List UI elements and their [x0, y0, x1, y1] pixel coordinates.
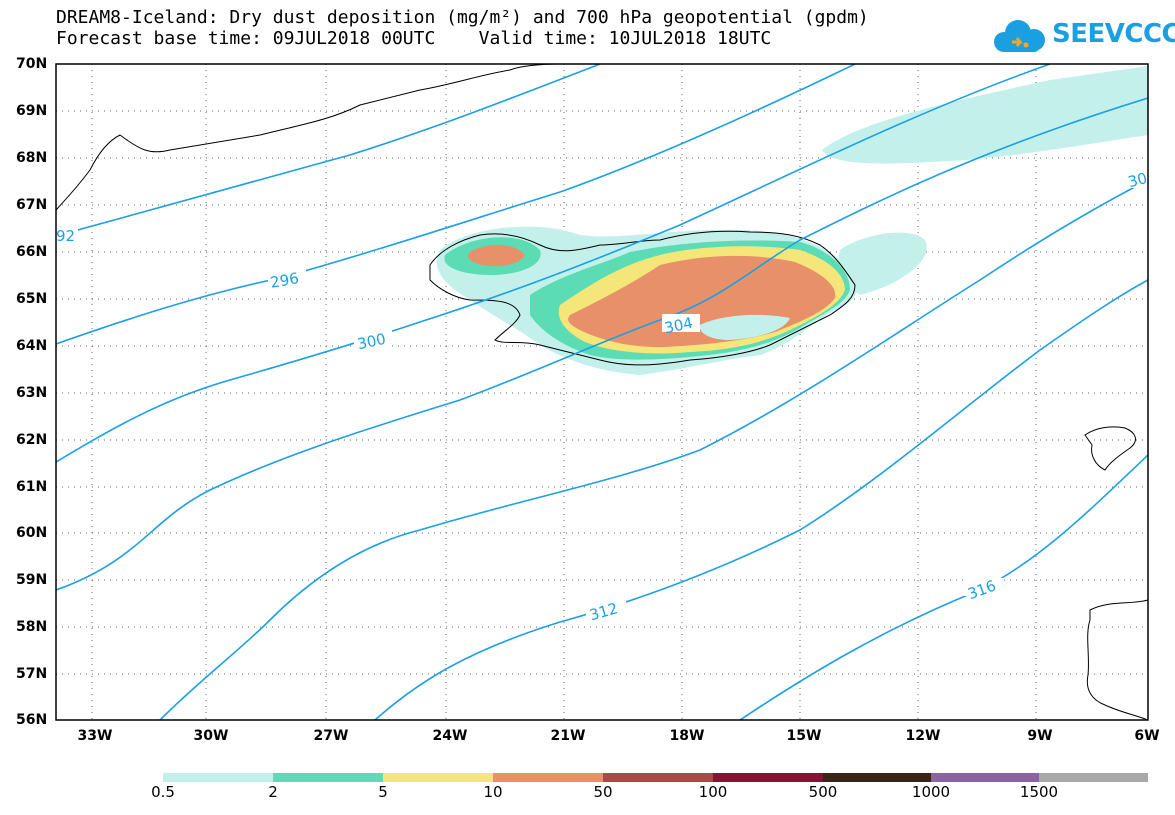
- lat-label: 58N: [16, 619, 48, 635]
- contour-316: [739, 454, 1148, 720]
- lon-label: 33W: [77, 728, 113, 744]
- lon-label: 15W: [786, 728, 822, 744]
- iceland-coast: [429, 230, 856, 366]
- contour-292: [56, 64, 601, 237]
- lat-label: 69N: [16, 103, 48, 119]
- colorbar-label: 50: [593, 783, 613, 801]
- lat-label: 59N: [16, 572, 48, 588]
- lat-label: 57N: [16, 666, 48, 682]
- contour-label-292: 92: [56, 227, 75, 245]
- lat-label: 62N: [16, 432, 48, 448]
- scotland-coast: [1086, 599, 1148, 720]
- colorbar-label: 10: [483, 783, 503, 801]
- contour-label-30: 30: [1126, 169, 1149, 191]
- lat-label: 67N: [16, 197, 48, 213]
- lat-label: 64N: [16, 338, 48, 354]
- contour-label-296: 296: [269, 269, 300, 292]
- contour-296: [56, 64, 856, 345]
- lat-label: 66N: [16, 244, 48, 260]
- lat-label: 68N: [16, 150, 48, 166]
- colorbar-label: 5: [378, 783, 388, 801]
- cloud-icon: [994, 20, 1045, 52]
- colorbar-label: 2: [268, 783, 278, 801]
- colorbar-label: 1000: [911, 783, 951, 801]
- lat-label: 70N: [16, 56, 48, 72]
- colorbar-label: 1500: [1019, 783, 1059, 801]
- colorbar-label: 100: [698, 783, 728, 801]
- lat-label: 65N: [16, 291, 48, 307]
- lon-label: 24W: [432, 728, 468, 744]
- contour-label-300: 300: [356, 330, 388, 354]
- faroe-coast: [1084, 426, 1136, 471]
- colorbar: [163, 773, 1148, 782]
- lon-label: 12W: [905, 728, 941, 744]
- lat-label: 56N: [16, 712, 48, 728]
- dust-area-westfjords-inner: [468, 244, 525, 267]
- contour-308: [159, 179, 1148, 720]
- contour-label-304: 304: [663, 314, 695, 338]
- greenland-coast: [56, 64, 561, 211]
- dust-area-northeast: [822, 66, 1148, 164]
- lon-label: 27W: [313, 728, 349, 744]
- lon-label: 6W: [1134, 728, 1160, 744]
- glacier-gap: [699, 314, 790, 340]
- contour-300: [56, 64, 1051, 463]
- lon-label: 9W: [1027, 728, 1053, 744]
- lon-label: 18W: [669, 728, 705, 744]
- lat-label: 61N: [16, 479, 48, 495]
- dust-area-east-plume: [838, 232, 927, 295]
- chart-title-line-2: Forecast base time: 09JUL2018 00UTC Vali…: [56, 28, 772, 49]
- chart-title-line-1: DREAM8-Iceland: Dry dust deposition (mg/…: [56, 7, 869, 28]
- lat-label: 60N: [16, 525, 48, 541]
- lon-label: 30W: [193, 728, 229, 744]
- lon-label: 21W: [550, 728, 586, 744]
- contour-304: [56, 97, 1148, 591]
- logo-text: SEEVCCC: [1052, 19, 1175, 49]
- colorbar-label: 0.5: [151, 783, 175, 801]
- contour-312: [374, 279, 1148, 720]
- lat-label: 63N: [16, 385, 48, 401]
- colorbar-label: 500: [808, 783, 838, 801]
